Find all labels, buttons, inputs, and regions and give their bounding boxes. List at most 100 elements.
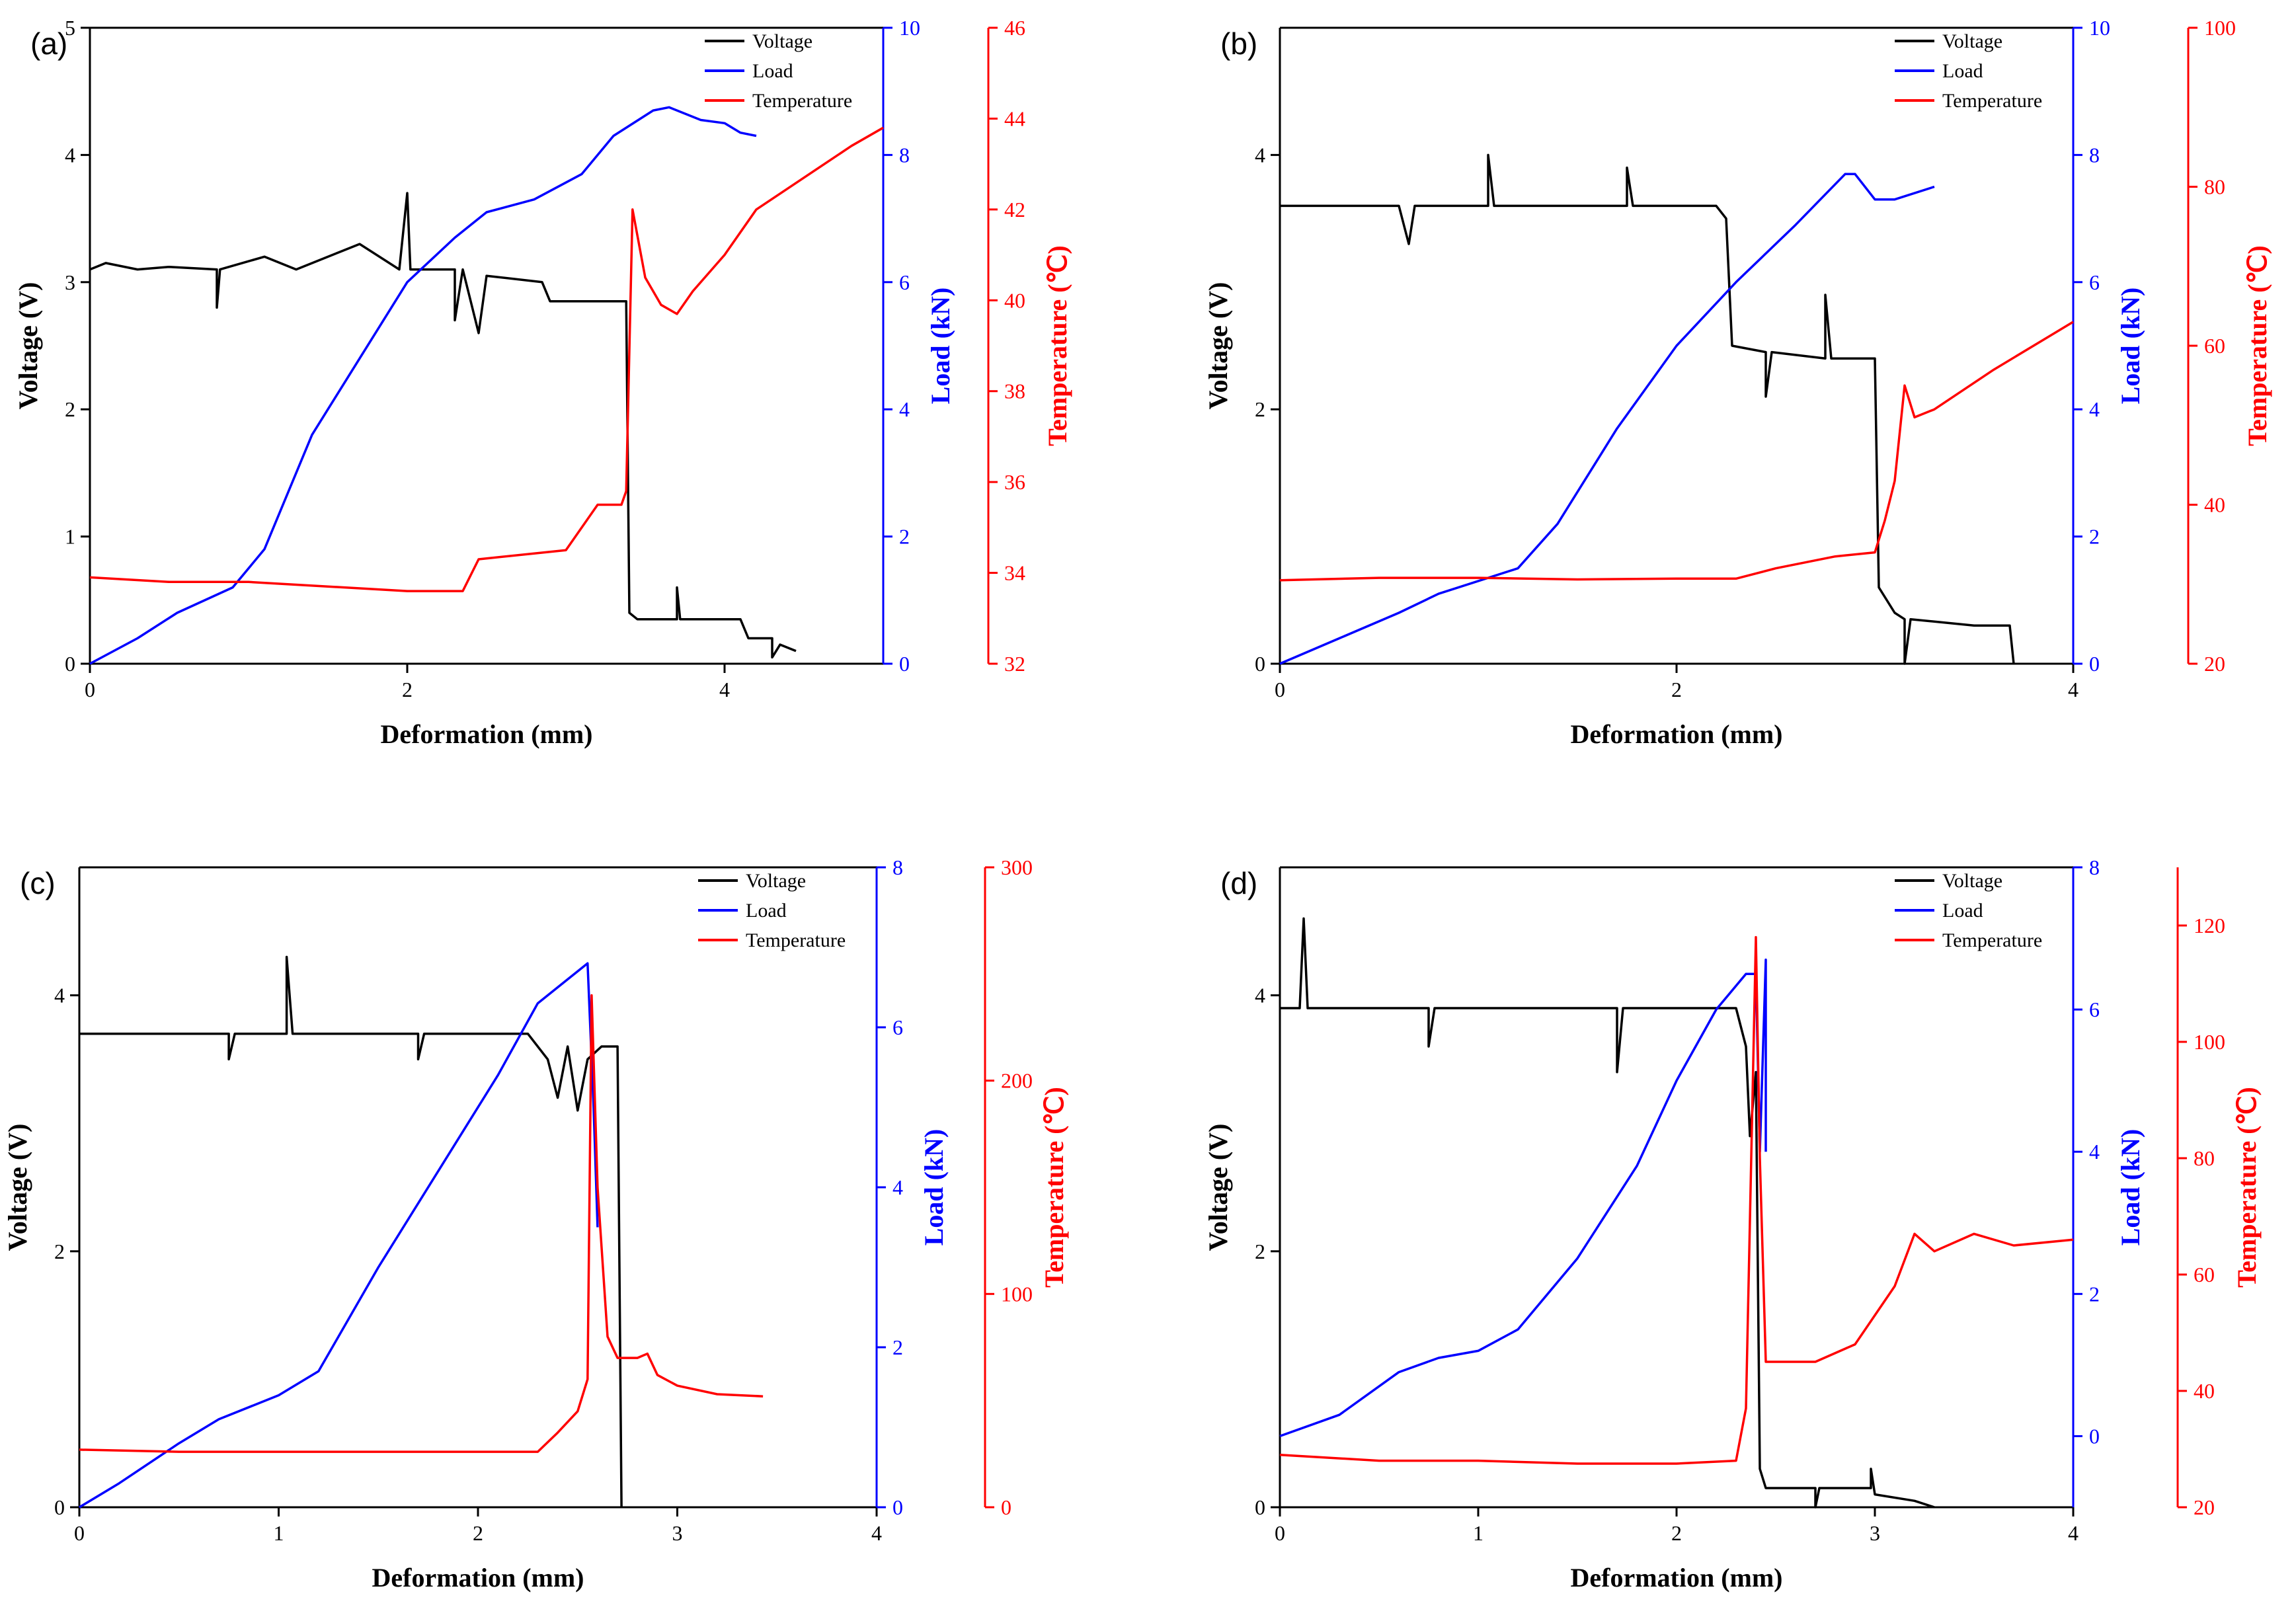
temperature-tick-label: 0 bbox=[1001, 1495, 1011, 1519]
voltage-tick-label: 0 bbox=[1255, 652, 1265, 676]
load-tick-label: 4 bbox=[892, 1175, 903, 1199]
voltage-tick-label: 1 bbox=[65, 525, 75, 549]
load-tick-label: 6 bbox=[892, 1015, 903, 1039]
load-tick-label: 6 bbox=[899, 270, 910, 294]
load-tick-label: 8 bbox=[892, 855, 903, 879]
temperature-tick-label: 80 bbox=[2204, 175, 2225, 199]
temperature-tick-label: 46 bbox=[1004, 16, 1025, 40]
panel-label: (b) bbox=[1220, 26, 1257, 61]
load-tick-label: 10 bbox=[899, 16, 920, 40]
voltage-tick-label: 4 bbox=[1255, 984, 1265, 1007]
x-tick-label: 4 bbox=[2068, 1521, 2078, 1545]
x-tick-label: 2 bbox=[1671, 1521, 1682, 1545]
load-tick-label: 2 bbox=[899, 525, 910, 549]
series-line-temperature bbox=[79, 994, 764, 1453]
load-tick-label: 2 bbox=[892, 1335, 903, 1359]
voltage-tick-label: 5 bbox=[65, 16, 75, 40]
voltage-tick-label: 2 bbox=[54, 1240, 65, 1263]
load-axis-title: Load (kN) bbox=[926, 288, 955, 405]
x-tick-label: 1 bbox=[274, 1521, 284, 1545]
load-tick-label: 2 bbox=[2089, 525, 2100, 549]
x-tick-label: 3 bbox=[1870, 1521, 1880, 1545]
temperature-tick-label: 200 bbox=[1001, 1069, 1033, 1093]
x-tick-label: 1 bbox=[1473, 1521, 1484, 1545]
load-axis-title: Load (kN) bbox=[2116, 1129, 2145, 1246]
load-tick-label: 4 bbox=[2089, 397, 2100, 421]
voltage-tick-label: 0 bbox=[65, 652, 75, 676]
voltage-tick-label: 0 bbox=[1255, 1495, 1265, 1519]
temperature-tick-label: 20 bbox=[2204, 652, 2225, 676]
temperature-tick-label: 40 bbox=[1004, 288, 1025, 312]
series-line-temperature bbox=[1279, 321, 2074, 582]
load-tick-label: 2 bbox=[2089, 1282, 2100, 1306]
load-tick-label: 8 bbox=[2089, 143, 2100, 167]
panel-label: (d) bbox=[1220, 866, 1257, 900]
temperature-tick-label: 32 bbox=[1004, 652, 1025, 676]
series-line-load bbox=[1279, 959, 1767, 1438]
chart-panel-c: 0 1 2 3 4 Deformation (mm) 0 2 4 Voltage (V) 0 2 4 6 8… bbox=[3, 855, 1069, 1593]
voltage-tick-label: 2 bbox=[1255, 1240, 1265, 1263]
legend-label: Temperature bbox=[752, 90, 852, 112]
load-tick-label: 10 bbox=[2089, 16, 2110, 40]
chart-panel-d: 0 1 2 3 4 Deformation (mm) 0 2 4 Voltage (V) 0 2 4 6 8… bbox=[1203, 855, 2262, 1593]
x-axis-title: Deformation (mm) bbox=[372, 1563, 584, 1593]
load-tick-label: 0 bbox=[892, 1495, 903, 1519]
load-axis-title: Load (kN) bbox=[919, 1129, 949, 1246]
legend-label: Load bbox=[746, 900, 787, 922]
load-tick-label: 0 bbox=[899, 652, 910, 676]
series-line-voltage bbox=[79, 955, 623, 1508]
load-tick-label: 8 bbox=[899, 143, 910, 167]
voltage-tick-label: 0 bbox=[54, 1495, 65, 1519]
series-line-load bbox=[89, 106, 757, 665]
voltage-axis-title: Voltage (V) bbox=[1203, 282, 1233, 410]
x-tick-label: 4 bbox=[871, 1521, 882, 1545]
load-tick-label: 8 bbox=[2089, 855, 2100, 879]
x-tick-label: 4 bbox=[2068, 678, 2078, 701]
voltage-tick-label: 2 bbox=[1255, 397, 1265, 421]
legend-label: Load bbox=[1942, 60, 1983, 82]
x-tick-label: 3 bbox=[672, 1521, 683, 1545]
series-line-load bbox=[79, 962, 599, 1509]
x-tick-label: 0 bbox=[85, 678, 95, 701]
load-axis-title: Load (kN) bbox=[2116, 288, 2145, 405]
temperature-tick-label: 40 bbox=[2204, 493, 2225, 517]
series-line-load bbox=[1279, 173, 1935, 665]
x-tick-label: 4 bbox=[719, 678, 730, 701]
x-axis-title: Deformation (mm) bbox=[381, 719, 593, 749]
load-tick-label: 6 bbox=[2089, 270, 2100, 294]
voltage-tick-label: 4 bbox=[1255, 143, 1265, 167]
temperature-axis-title: Temperature (℃) bbox=[2242, 245, 2272, 446]
temperature-tick-label: 100 bbox=[2194, 1030, 2225, 1054]
voltage-axis-title: Voltage (V) bbox=[1203, 1124, 1233, 1251]
series-line-temperature bbox=[1279, 935, 2074, 1465]
x-tick-label: 2 bbox=[473, 1521, 483, 1545]
temperature-tick-label: 80 bbox=[2194, 1146, 2215, 1170]
x-tick-label: 2 bbox=[402, 678, 413, 701]
temperature-tick-label: 100 bbox=[1001, 1282, 1033, 1306]
x-tick-label: 0 bbox=[1275, 1521, 1285, 1545]
load-tick-label: 4 bbox=[899, 397, 910, 421]
legend-label: Load bbox=[752, 60, 793, 82]
panel-label: (c) bbox=[20, 866, 56, 900]
temperature-tick-label: 20 bbox=[2194, 1495, 2215, 1519]
temperature-tick-label: 40 bbox=[2194, 1379, 2215, 1403]
voltage-tick-label: 2 bbox=[65, 397, 75, 421]
load-tick-label: 0 bbox=[2089, 1424, 2100, 1448]
load-tick-label: 0 bbox=[2089, 652, 2100, 676]
legend-label: Voltage bbox=[746, 870, 806, 892]
series-line-temperature bbox=[89, 126, 884, 592]
temperature-tick-label: 60 bbox=[2204, 334, 2225, 358]
temperature-axis-title: Temperature (℃) bbox=[1043, 245, 1072, 446]
load-tick-label: 4 bbox=[2089, 1140, 2100, 1163]
legend-label: Temperature bbox=[1942, 90, 2042, 112]
series-line-voltage bbox=[1280, 153, 2015, 665]
temperature-axis-title: Temperature (℃) bbox=[1039, 1087, 1069, 1288]
x-tick-label: 0 bbox=[1275, 678, 1285, 701]
temperature-axis-title: Temperature (℃) bbox=[2232, 1087, 2262, 1288]
x-axis-title: Deformation (mm) bbox=[1571, 1563, 1783, 1593]
load-tick-label: 6 bbox=[2089, 998, 2100, 1021]
x-tick-label: 2 bbox=[1671, 678, 1682, 701]
temperature-tick-label: 44 bbox=[1004, 106, 1025, 130]
